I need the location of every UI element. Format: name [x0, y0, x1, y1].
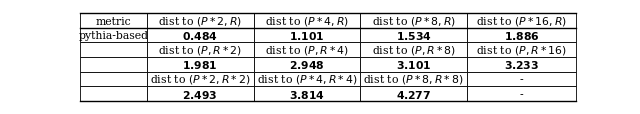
- Bar: [467, 72, 576, 87]
- Text: dist to $(P*16, R)$: dist to $(P*16, R)$: [476, 15, 567, 28]
- Bar: [467, 87, 576, 101]
- Bar: [147, 58, 253, 72]
- Bar: [80, 72, 147, 87]
- Text: dist to $(P, R*8)$: dist to $(P, R*8)$: [372, 44, 456, 57]
- Bar: [80, 43, 147, 58]
- Bar: [80, 14, 147, 29]
- Text: metric: metric: [95, 16, 131, 26]
- Text: $\mathbf{1.886}$: $\mathbf{1.886}$: [504, 30, 540, 42]
- Bar: [467, 29, 576, 43]
- Text: $\mathbf{1.981}$: $\mathbf{1.981}$: [182, 59, 218, 71]
- Bar: [253, 58, 360, 72]
- Text: dist to $(P, R*16)$: dist to $(P, R*16)$: [476, 44, 567, 57]
- Text: $\mathbf{2.948}$: $\mathbf{2.948}$: [289, 59, 324, 71]
- Bar: [147, 14, 253, 29]
- Bar: [467, 14, 576, 29]
- Text: dist to $(P*8, R)$: dist to $(P*8, R)$: [372, 15, 456, 28]
- Bar: [80, 58, 147, 72]
- Bar: [360, 87, 467, 101]
- Bar: [360, 14, 467, 29]
- Bar: [147, 87, 253, 101]
- Bar: [80, 87, 147, 101]
- Text: dist to $(P*2, R*2)$: dist to $(P*2, R*2)$: [150, 73, 251, 86]
- Bar: [147, 29, 253, 43]
- Bar: [253, 72, 360, 87]
- Text: $\mathbf{0.484}$: $\mathbf{0.484}$: [182, 30, 218, 42]
- Text: $\mathbf{2.493}$: $\mathbf{2.493}$: [182, 88, 218, 100]
- Text: $\mathbf{1.534}$: $\mathbf{1.534}$: [396, 30, 431, 42]
- Bar: [147, 43, 253, 58]
- Bar: [253, 87, 360, 101]
- Text: $\mathbf{1.101}$: $\mathbf{1.101}$: [289, 30, 324, 42]
- Text: dist to $(P*4, R)$: dist to $(P*4, R)$: [265, 15, 349, 28]
- Text: $\mathbf{3.233}$: $\mathbf{3.233}$: [504, 59, 539, 71]
- Bar: [80, 29, 147, 43]
- Text: dist to $(P*8, R*8)$: dist to $(P*8, R*8)$: [364, 73, 464, 86]
- Text: $\mathbf{4.277}$: $\mathbf{4.277}$: [396, 88, 431, 100]
- Bar: [360, 29, 467, 43]
- Text: dist to $(P, R*4)$: dist to $(P, R*4)$: [265, 44, 349, 57]
- Text: dist to $(P, R*2)$: dist to $(P, R*2)$: [158, 44, 243, 57]
- Text: -: -: [520, 74, 524, 84]
- Text: -: -: [520, 89, 524, 99]
- Bar: [360, 43, 467, 58]
- Text: dist to $(P*2, R)$: dist to $(P*2, R)$: [158, 15, 243, 28]
- Bar: [253, 29, 360, 43]
- Bar: [360, 58, 467, 72]
- Bar: [360, 72, 467, 87]
- Bar: [147, 72, 253, 87]
- Text: $\mathbf{3.814}$: $\mathbf{3.814}$: [289, 88, 324, 100]
- Bar: [467, 43, 576, 58]
- Text: dist to $(P*4, R*4)$: dist to $(P*4, R*4)$: [257, 73, 357, 86]
- Bar: [253, 43, 360, 58]
- Text: pythia-based: pythia-based: [79, 31, 148, 41]
- Bar: [253, 14, 360, 29]
- Bar: [467, 58, 576, 72]
- Text: $\mathbf{3.101}$: $\mathbf{3.101}$: [396, 59, 431, 71]
